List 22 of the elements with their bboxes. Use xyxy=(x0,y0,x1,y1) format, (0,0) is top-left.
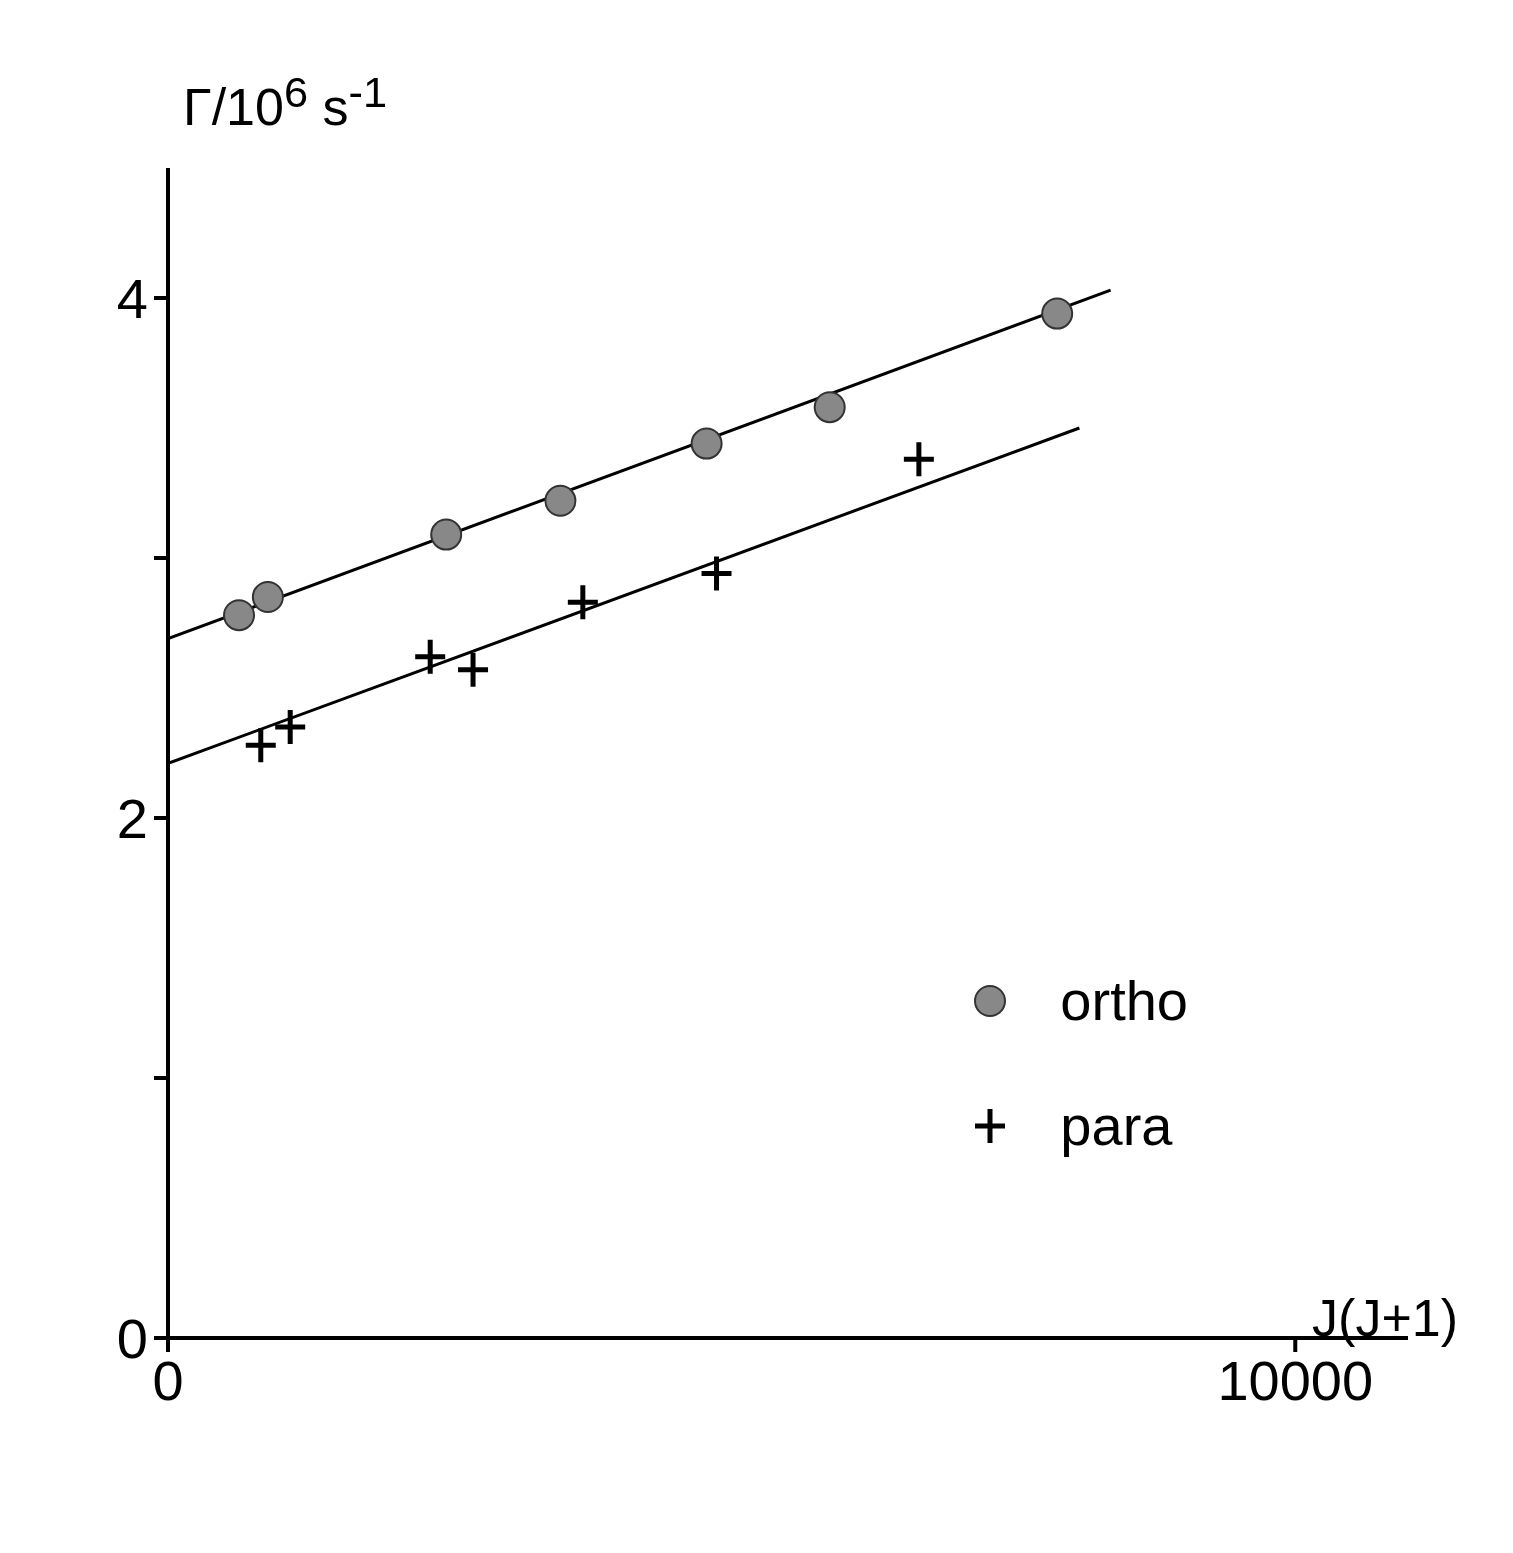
point xyxy=(430,518,463,551)
legend-label: para xyxy=(1060,1093,1173,1158)
point xyxy=(567,585,598,620)
y-tick-label: 0 xyxy=(116,1306,148,1370)
point xyxy=(813,391,846,424)
point xyxy=(544,484,577,517)
y-axis-title: Γ/10$^{6}$ s$^{-1}$ xyxy=(183,68,388,138)
point xyxy=(1041,297,1074,330)
point xyxy=(223,599,256,632)
point xyxy=(251,581,284,613)
y-tick-label: 4 xyxy=(116,266,148,330)
point xyxy=(245,728,276,763)
point xyxy=(415,639,446,674)
y-tick-label: 2 xyxy=(116,786,148,850)
x-tick-label: 10000 xyxy=(1217,1348,1374,1412)
legend-label: ortho xyxy=(1060,968,1188,1033)
x-axis-title: J(J+1) xyxy=(1312,1288,1458,1348)
point xyxy=(690,427,723,460)
point xyxy=(275,710,306,744)
point xyxy=(903,442,934,477)
point xyxy=(458,652,489,687)
point xyxy=(701,556,732,591)
